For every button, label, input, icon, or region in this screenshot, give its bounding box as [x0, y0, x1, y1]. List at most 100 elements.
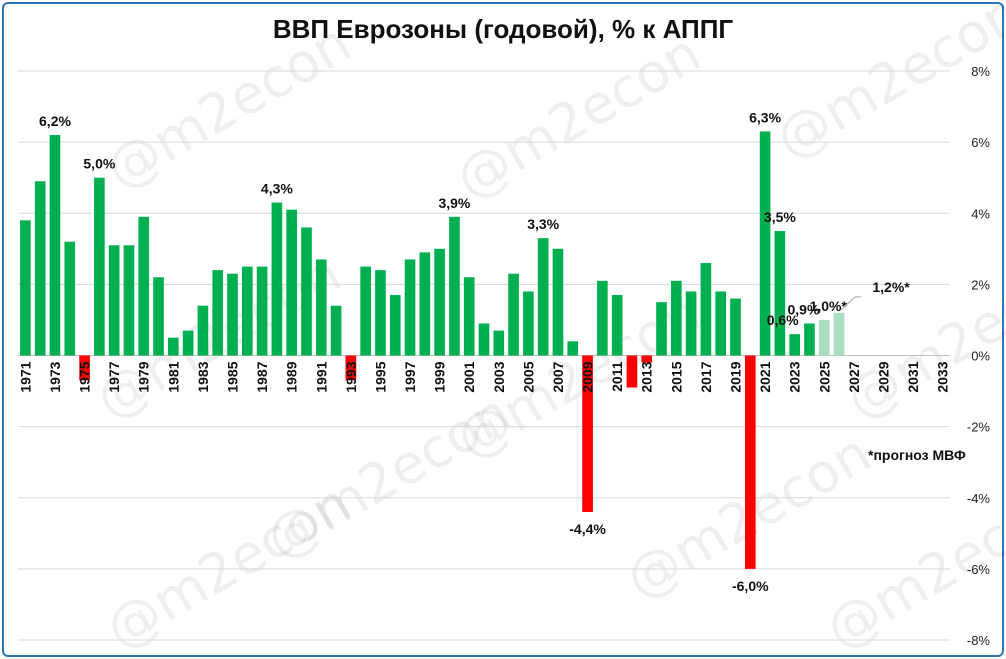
bar-1992: [330, 305, 342, 356]
data-label-2021: 6,3%: [749, 109, 781, 125]
x-tick-label: 1979: [136, 361, 152, 392]
x-tick-label: 2027: [846, 361, 862, 392]
bar-2007: [552, 248, 564, 356]
bar-2004: [508, 273, 519, 356]
x-tick-label: 2017: [698, 361, 714, 392]
bar-1980: [153, 277, 164, 356]
bar-2006: [537, 238, 549, 356]
bar-2013: [641, 355, 653, 363]
x-tick-label: 2011: [609, 361, 625, 392]
x-tick-label: 1999: [432, 361, 448, 392]
bar-2020: [744, 355, 756, 569]
y-tick-label: -8%: [967, 633, 991, 648]
bar-1988: [271, 202, 283, 356]
bar-2024: [804, 323, 815, 356]
bar-2001: [463, 277, 475, 356]
bar-1971: [20, 220, 31, 356]
x-tick-label: 2031: [905, 361, 921, 392]
x-tick-label: 2019: [727, 361, 743, 392]
bar-2016: [685, 291, 697, 356]
bar-2003: [493, 330, 505, 356]
bar-1994: [360, 266, 371, 356]
x-tick-label: 2029: [875, 361, 891, 392]
bar-2005: [523, 291, 534, 356]
x-tick-label: 1977: [106, 361, 122, 392]
bar-2017: [700, 263, 712, 356]
bar-2026: [833, 312, 845, 356]
bar-2009: [582, 355, 593, 512]
forecast-note: *прогноз МВФ: [868, 447, 966, 463]
bar-2019: [730, 298, 741, 356]
data-label-2009: -4,4%: [569, 521, 606, 537]
bar-1997: [404, 259, 416, 356]
x-tick-label: 2007: [550, 361, 566, 392]
x-tick-label: 2003: [491, 361, 507, 392]
bar-1981: [168, 337, 179, 356]
bar-1979: [138, 216, 150, 356]
data-labels: 6,2% 5,0% 4,3% 3,9% 3,3% -4,4% -6,0% 6,3% 3,5% 0,…: [39, 109, 910, 593]
bar-1990: [301, 227, 312, 356]
bar-1995: [375, 270, 386, 356]
bar-1976: [94, 177, 105, 356]
y-tick-label: 0%: [971, 349, 990, 364]
x-tick-label: 1983: [195, 361, 211, 392]
y-tick-label: 2%: [971, 277, 990, 292]
data-label-2023: 0,6%: [767, 312, 799, 328]
x-tick-label: 1993: [343, 361, 359, 392]
x-tick-label: 2001: [461, 361, 477, 392]
bar-1974: [64, 241, 76, 356]
bar-1973: [49, 135, 61, 356]
bar-1998: [419, 252, 431, 356]
bar-1984: [212, 270, 224, 356]
data-label-2024: 0,9%: [787, 301, 819, 317]
bar-2012: [626, 355, 638, 388]
data-label-2026: 1,2%*: [872, 279, 910, 295]
bar-2015: [670, 280, 682, 356]
x-tick-label: 2021: [757, 361, 773, 392]
data-label-2025: 1,0%*: [810, 298, 848, 314]
bar-1978: [123, 245, 135, 356]
data-label-1976: 5,0%: [83, 156, 115, 172]
x-tick-label: 1991: [313, 361, 329, 392]
bar-2021: [759, 131, 771, 356]
bar-1999: [434, 248, 445, 356]
x-tick-label: 2015: [668, 361, 684, 392]
y-tick-label: 8%: [971, 64, 990, 79]
bar-1991: [315, 259, 327, 356]
bars-group: [20, 131, 845, 569]
bar-2014: [656, 302, 667, 356]
data-label-1973: 6,2%: [39, 113, 71, 129]
data-label-2000: 3,9%: [438, 195, 470, 211]
bar-1985: [227, 273, 238, 356]
x-tick-label: 1981: [165, 361, 181, 392]
data-label-2020: -6,0%: [732, 578, 769, 594]
bar-1993: [345, 355, 357, 381]
x-tick-labels: 1971 1973 1975 1977 1979 1981 1983 1985 1987 1989…: [17, 361, 950, 392]
x-tick-label: 2005: [520, 361, 536, 392]
x-tick-label: 2025: [816, 361, 832, 392]
y-tick-labels: 8% 6% 4% 2% 0% -2% -4% -6% -8%: [967, 64, 991, 648]
x-tick-label: 1995: [372, 361, 388, 392]
bar-2025: [818, 319, 830, 356]
x-tick-label: 1987: [254, 361, 270, 392]
bar-2022: [774, 231, 786, 356]
x-tick-label: 2033: [935, 361, 951, 392]
bar-1996: [389, 295, 401, 356]
label-leader-line: [840, 296, 862, 311]
bar-1986: [241, 266, 253, 356]
watermark-text: @m2econ: [445, 21, 711, 211]
x-tick-label: 1975: [77, 361, 93, 392]
bar-2002: [478, 323, 490, 356]
x-tick-label: 2009: [580, 361, 596, 392]
x-tick-label: 2013: [639, 361, 655, 392]
x-tick-label: 1985: [225, 361, 241, 392]
y-tick-label: 6%: [971, 135, 990, 150]
x-tick-label: 1989: [284, 361, 300, 392]
bar-1987: [256, 266, 268, 356]
data-label-1988: 4,3%: [261, 181, 293, 197]
y-tick-label: -2%: [967, 420, 991, 435]
x-tick-label: 1997: [402, 361, 418, 392]
data-label-2022: 3,5%: [764, 209, 796, 225]
bar-1989: [286, 209, 298, 356]
